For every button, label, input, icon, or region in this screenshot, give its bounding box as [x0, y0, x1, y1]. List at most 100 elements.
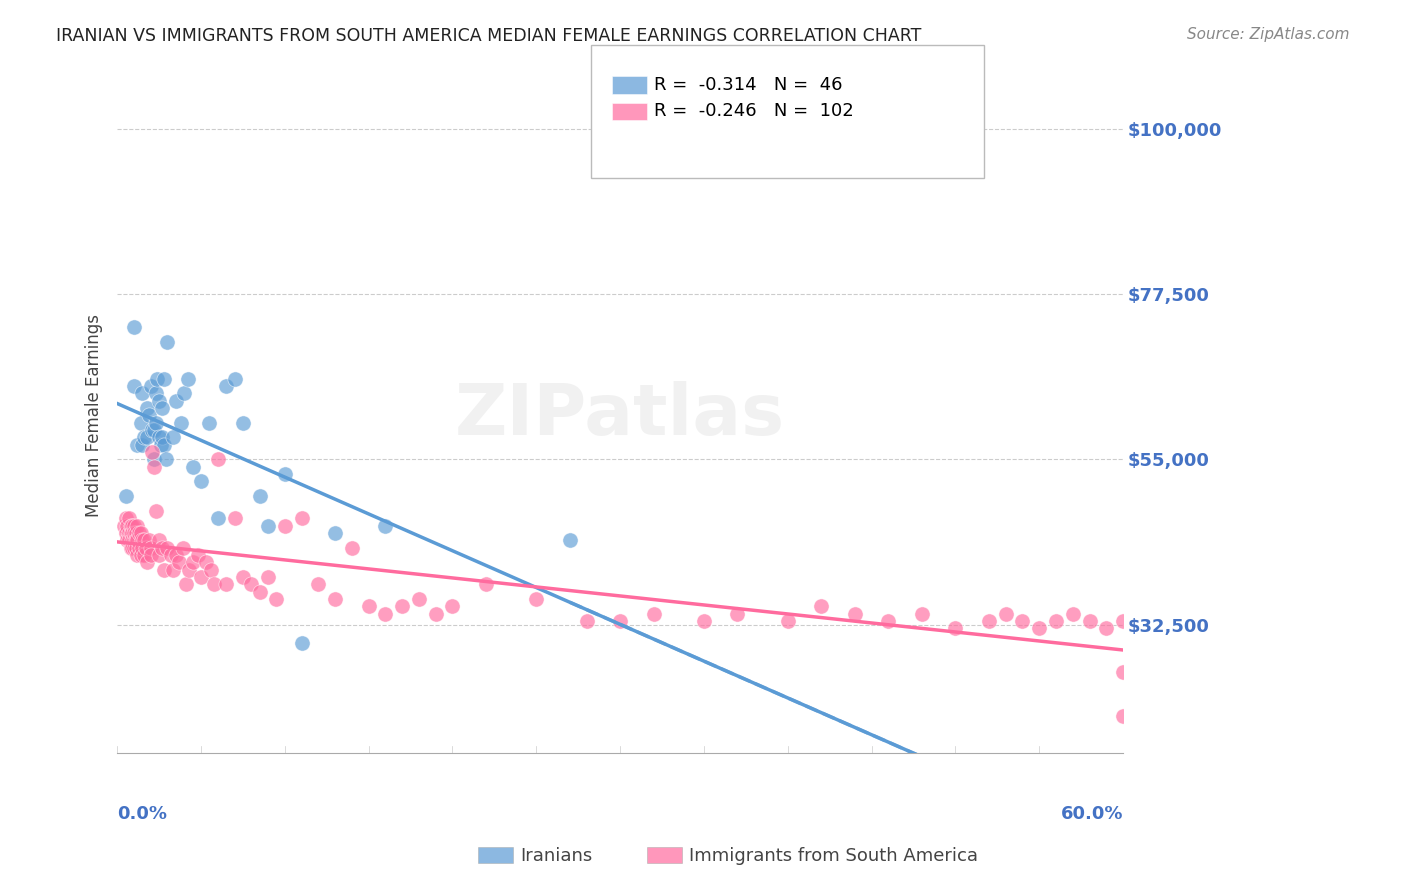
Point [291, 511, 314, 525]
Point [911, 607, 934, 621]
Point [162, 563, 184, 577]
Point [114, 489, 136, 503]
Point [1028, 621, 1050, 635]
Point [152, 401, 174, 415]
Point [131, 541, 153, 555]
Point [143, 423, 166, 437]
Point [340, 541, 363, 555]
Point [136, 555, 159, 569]
Point [224, 371, 246, 385]
Point [131, 438, 153, 452]
Point [136, 401, 159, 415]
Point [155, 452, 177, 467]
Point [232, 570, 254, 584]
Point [114, 525, 136, 540]
Point [249, 584, 271, 599]
Point [124, 541, 146, 555]
Point [1112, 665, 1135, 680]
Point [141, 423, 163, 437]
Point [131, 533, 153, 548]
Point [425, 607, 447, 621]
Point [181, 459, 204, 474]
Text: Immigrants from South America: Immigrants from South America [689, 847, 979, 865]
Point [153, 563, 176, 577]
Point [124, 525, 146, 540]
Point [120, 518, 142, 533]
Point [207, 511, 229, 525]
Point [323, 591, 346, 606]
Point [141, 445, 163, 459]
Point [149, 438, 172, 452]
Point [200, 563, 222, 577]
Point [307, 577, 329, 591]
Point [122, 533, 145, 548]
Point [127, 548, 149, 562]
Point [132, 430, 155, 444]
Text: R =  -0.314   N =  46: R = -0.314 N = 46 [654, 76, 842, 94]
Point [176, 371, 198, 385]
Point [135, 541, 157, 555]
Point [121, 533, 143, 548]
Point [139, 541, 162, 555]
Point [138, 533, 160, 548]
Point [124, 533, 146, 548]
Point [143, 452, 166, 467]
Point [127, 518, 149, 533]
Point [172, 541, 194, 555]
Point [139, 379, 162, 393]
Point [127, 533, 149, 548]
Point [145, 386, 167, 401]
Point [122, 379, 145, 393]
Point [274, 467, 297, 481]
Point [121, 518, 143, 533]
Point [129, 525, 152, 540]
Point [257, 518, 280, 533]
Point [266, 591, 288, 606]
Point [132, 548, 155, 562]
Y-axis label: Median Female Earnings: Median Female Earnings [86, 314, 103, 516]
Point [153, 371, 176, 385]
Point [224, 511, 246, 525]
Point [945, 621, 967, 635]
Point [128, 525, 150, 540]
Point [1112, 709, 1135, 723]
Point [575, 614, 598, 628]
Point [121, 525, 143, 540]
Point [195, 555, 218, 569]
Point [274, 518, 297, 533]
Point [374, 518, 396, 533]
Point [132, 533, 155, 548]
Point [232, 416, 254, 430]
Point [207, 452, 229, 467]
Point [323, 525, 346, 540]
Point [776, 614, 799, 628]
Point [1095, 621, 1118, 635]
Point [215, 379, 238, 393]
Point [145, 504, 167, 518]
Point [139, 548, 162, 562]
Point [120, 525, 142, 540]
Point [190, 475, 212, 489]
Point [173, 386, 195, 401]
Point [112, 518, 135, 533]
Point [152, 541, 174, 555]
Point [198, 416, 221, 430]
Point [118, 533, 141, 548]
Point [143, 459, 166, 474]
Point [127, 438, 149, 452]
Point [643, 607, 665, 621]
Point [524, 591, 547, 606]
Text: R =  -0.246   N =  102: R = -0.246 N = 102 [654, 103, 853, 120]
Point [179, 563, 201, 577]
Point [977, 614, 1000, 628]
Point [148, 533, 170, 548]
Point [174, 577, 197, 591]
Point [1062, 607, 1084, 621]
Point [165, 393, 187, 408]
Point [152, 430, 174, 444]
Point [181, 555, 204, 569]
Point [136, 430, 159, 444]
Point [122, 525, 145, 540]
Point [118, 525, 141, 540]
Point [204, 577, 226, 591]
